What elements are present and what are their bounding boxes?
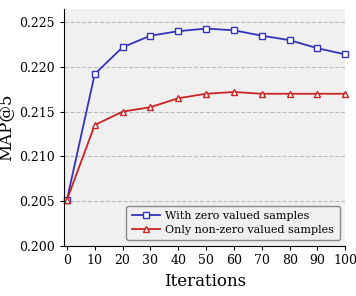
Only non-zero valued samples (120, 110, 125, 113)
With zero valued samples (288, 38, 292, 42)
Only non-zero valued samples (65, 198, 69, 202)
X-axis label: Iterations: Iterations (164, 273, 246, 289)
With zero valued samples (176, 29, 180, 33)
Only non-zero valued samples (93, 123, 97, 127)
Only non-zero valued samples (204, 92, 208, 96)
Line: Only non-zero valued samples: Only non-zero valued samples (64, 89, 349, 203)
Legend: With zero valued samples, Only non-zero valued samples: With zero valued samples, Only non-zero … (126, 206, 340, 240)
With zero valued samples (260, 34, 264, 38)
Only non-zero valued samples (260, 92, 264, 96)
Only non-zero valued samples (176, 96, 180, 100)
With zero valued samples (315, 46, 320, 50)
With zero valued samples (93, 72, 97, 76)
With zero valued samples (232, 28, 236, 32)
Line: With zero valued samples: With zero valued samples (64, 25, 349, 203)
Only non-zero valued samples (343, 92, 347, 96)
With zero valued samples (65, 198, 69, 202)
With zero valued samples (120, 46, 125, 49)
Y-axis label: MAP@5: MAP@5 (0, 94, 14, 161)
Only non-zero valued samples (148, 105, 152, 109)
Only non-zero valued samples (315, 92, 320, 96)
With zero valued samples (148, 34, 152, 38)
With zero valued samples (204, 27, 208, 30)
With zero valued samples (343, 53, 347, 56)
Only non-zero valued samples (232, 90, 236, 94)
Only non-zero valued samples (288, 92, 292, 96)
